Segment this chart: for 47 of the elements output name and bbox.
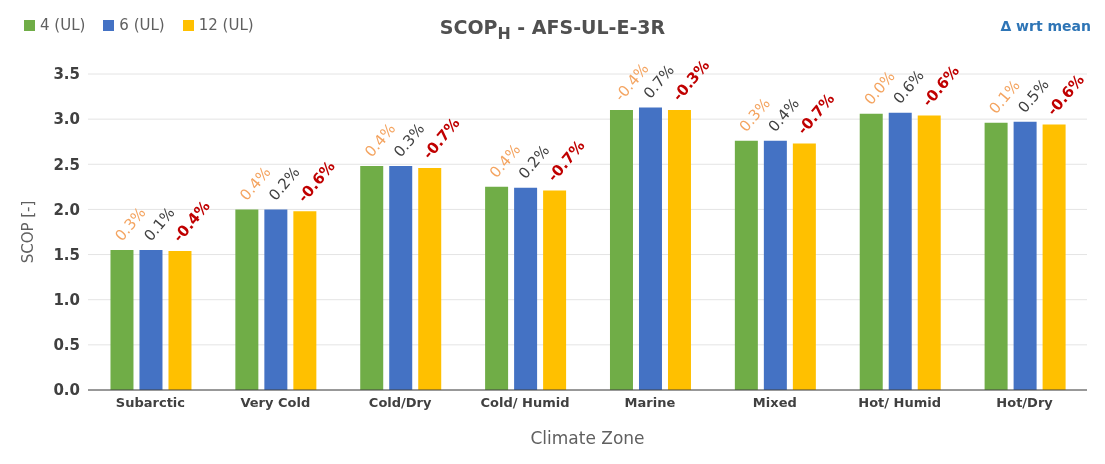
bar <box>235 209 259 390</box>
bar <box>667 110 691 390</box>
bar <box>543 190 567 390</box>
bar <box>1013 121 1037 390</box>
x-tick-label: Subarctic <box>115 395 186 411</box>
x-tick-label: Hot/Dry <box>996 395 1054 411</box>
x-tick-label: Marine <box>624 395 676 411</box>
bar <box>139 250 163 390</box>
bar <box>917 115 941 390</box>
bar <box>514 187 538 390</box>
x-tick-label: Cold/ Humid <box>480 395 570 411</box>
bar <box>792 143 816 390</box>
x-tick-label: Hot/ Humid <box>858 395 942 411</box>
bar <box>888 112 912 390</box>
bar <box>293 211 317 390</box>
bar <box>1042 124 1066 390</box>
bar <box>168 250 192 390</box>
y-tick-label: 0.0 <box>53 381 80 400</box>
x-tick-label: Cold/Dry <box>368 395 433 411</box>
bar <box>360 166 384 390</box>
chart-title: SCOP$_{H}$ - AFS-UL-E-3R <box>439 16 666 43</box>
bar <box>264 209 288 390</box>
legend-label: 6 (UL) <box>118 16 165 34</box>
x-tick-label: Mixed <box>752 395 797 411</box>
y-tick-label: 3.0 <box>53 110 80 129</box>
bar <box>638 107 662 390</box>
y-tick-label: 2.5 <box>53 155 80 174</box>
y-tick-label: 0.5 <box>53 336 80 355</box>
x-tick-label: Very Cold <box>240 395 311 411</box>
bar <box>110 250 134 390</box>
y-tick-label: 2.0 <box>53 200 80 219</box>
y-axis-title: SCOP [-] <box>19 200 38 264</box>
text: Δ wrt mean <box>1000 18 1091 34</box>
bar <box>763 140 787 390</box>
bar <box>418 167 442 390</box>
bar <box>609 110 633 390</box>
x-axis-title: Climate Zone <box>530 428 645 448</box>
bar <box>734 140 758 390</box>
legend-label: 12 (UL) <box>197 16 254 34</box>
y-tick-label: 1.5 <box>53 245 80 264</box>
bar <box>485 186 509 390</box>
y-tick-label: 1.0 <box>53 291 80 310</box>
bar <box>859 113 883 390</box>
legend-label: 4 (UL) <box>39 16 86 34</box>
y-tick-label: 3.5 <box>53 65 80 84</box>
bar <box>984 122 1008 390</box>
bar <box>389 166 413 390</box>
